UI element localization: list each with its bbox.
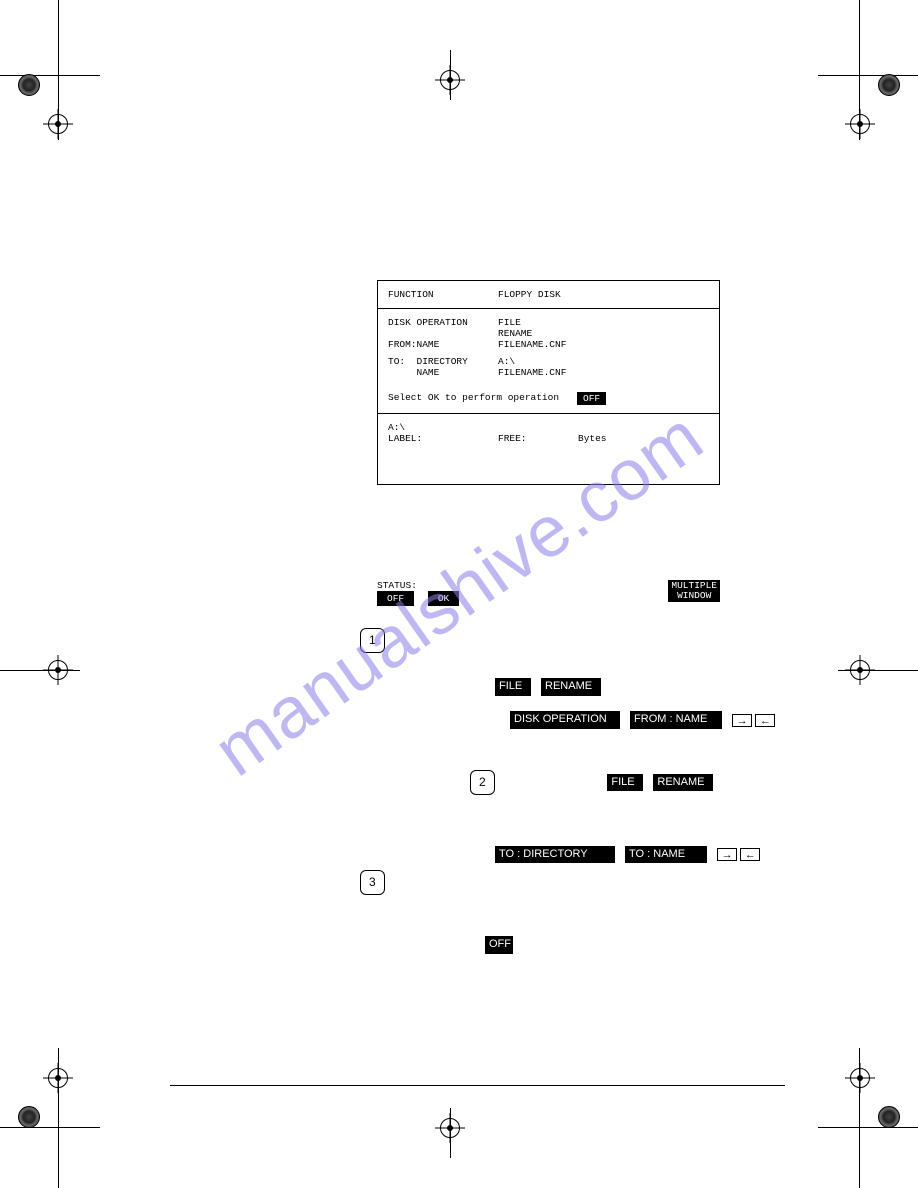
diskop-token: DISK OPERATION	[510, 711, 620, 729]
todir-token: TO : DIRECTORY	[495, 846, 615, 864]
arrow-right-1: →	[732, 714, 752, 727]
toname-token: TO : NAME	[625, 846, 707, 864]
footer-rule	[170, 1085, 785, 1086]
disk-op-value: FILE	[498, 317, 521, 328]
step-3: 3	[360, 870, 385, 895]
rename-token: RENAME	[541, 678, 601, 696]
from-name-label: FROM:NAME	[388, 339, 498, 350]
to-name-label: NAME	[388, 367, 498, 378]
bottom-bytes: Bytes	[578, 433, 607, 444]
cropmark-bottom-center	[430, 1108, 470, 1158]
from-name-value: FILENAME.CNF	[498, 339, 566, 350]
instruction-body: 1 FILE RENAME DISK OPERATION FROM : NAME…	[170, 628, 785, 960]
rename-value: RENAME	[498, 328, 532, 339]
confirm-off-pill[interactable]: OFF	[577, 392, 606, 405]
file-token: FILE	[495, 678, 531, 696]
status-row: STATUS: OFF OK MULTIPLE WINDOW	[377, 580, 720, 606]
cropmark-top-right	[798, 0, 918, 160]
status-off-pill[interactable]: OFF	[377, 591, 414, 606]
dialog-bottom: A:\ LABEL: FREE: Bytes	[378, 414, 719, 484]
header-function-label: FUNCTION	[388, 289, 498, 300]
step-1: 1	[360, 628, 385, 653]
blank1	[388, 328, 498, 339]
dialog-body: DISK OPERATIONFILE RENAME FROM:NAMEFILEN…	[378, 309, 719, 414]
cropmark-top-left	[0, 0, 120, 160]
to-dir-label: TO: DIRECTORY	[388, 356, 498, 367]
fromname-token: FROM : NAME	[630, 711, 722, 729]
arrow-left-1: ←	[755, 714, 775, 727]
cropmark-top-center	[430, 50, 470, 100]
floppy-disk-dialog: FUNCTION FLOPPY DISK DISK OPERATIONFILE …	[377, 280, 720, 485]
to-name-value: FILENAME.CNF	[498, 367, 566, 378]
cropmark-left-mid	[0, 650, 90, 690]
multiple-window-pill[interactable]: MULTIPLE WINDOW	[668, 580, 720, 602]
arrow-left-2: ←	[740, 848, 760, 861]
window-text: WINDOW	[671, 591, 717, 601]
arrow-right-2: →	[717, 848, 737, 861]
file-token-2: FILE	[607, 774, 643, 792]
rename-token-2: RENAME	[653, 774, 713, 792]
cropmark-bottom-right	[798, 1028, 918, 1188]
bottom-free: FREE:	[498, 433, 578, 444]
step-2: 2	[470, 770, 495, 795]
cropmark-right-mid	[828, 650, 918, 690]
to-dir-value: A:\	[498, 356, 515, 367]
cropmark-bottom-left	[0, 1028, 120, 1188]
header-floppy-label: FLOPPY DISK	[498, 289, 561, 300]
bottom-label: LABEL:	[388, 433, 498, 444]
confirm-text: Select OK to perform operation	[388, 392, 559, 405]
disk-op-label: DISK OPERATION	[388, 317, 498, 328]
off-token: OFF	[485, 936, 513, 954]
bottom-path: A:\	[388, 422, 405, 433]
status-ok-pill[interactable]: OK	[428, 591, 459, 606]
dialog-header: FUNCTION FLOPPY DISK	[378, 281, 719, 309]
